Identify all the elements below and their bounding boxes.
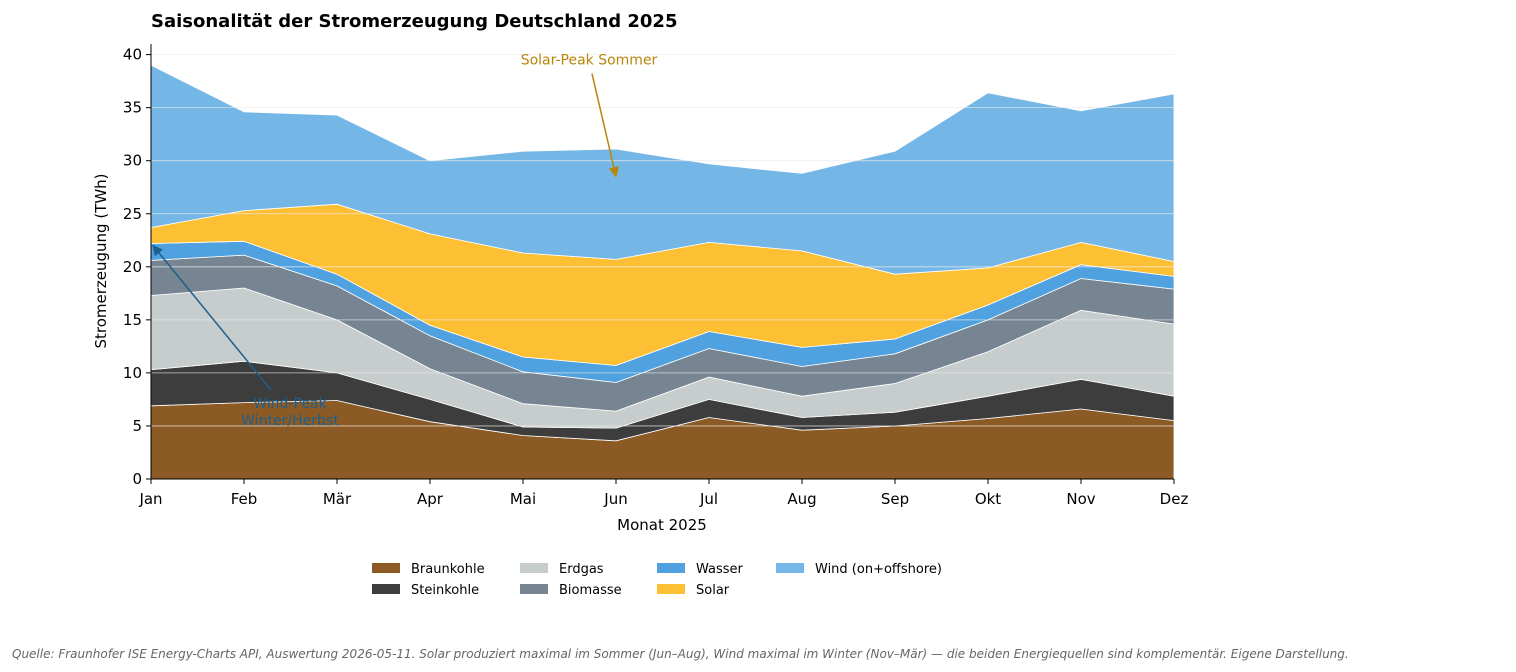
legend: Braunkohle Steinkohle Erdgas Biomasse Wasser… bbox=[372, 562, 942, 598]
y-tick-label-5: 25 bbox=[123, 205, 142, 223]
legend-swatch-3 bbox=[520, 584, 548, 594]
x-tick-label-6: Jul bbox=[699, 490, 718, 508]
legend-label-1: Steinkohle bbox=[411, 583, 479, 598]
legend-swatch-4 bbox=[657, 563, 685, 573]
legend-swatch-0 bbox=[372, 563, 400, 573]
y-tick-label-3: 15 bbox=[123, 311, 142, 329]
x-tick-label-1: Feb bbox=[231, 490, 258, 508]
legend-label-2: Erdgas bbox=[559, 562, 604, 577]
x-tick-label-3: Apr bbox=[417, 490, 444, 508]
y-tick-label-2: 10 bbox=[123, 364, 142, 382]
stacked-areas bbox=[150, 64, 1175, 480]
legend-label-0: Braunkohle bbox=[411, 562, 485, 577]
x-tick-label-5: Jun bbox=[603, 490, 627, 508]
annotation-wind-arrow bbox=[152, 244, 272, 391]
annotation-wind-peak-line-0: Wind-Peak bbox=[253, 396, 327, 412]
y-tick-label-8: 40 bbox=[123, 46, 142, 64]
y-tick-label-6: 30 bbox=[123, 152, 142, 170]
legend-swatch-5 bbox=[657, 584, 685, 594]
x-axis-label: Monat 2025 bbox=[617, 516, 707, 534]
area-6 bbox=[150, 64, 1175, 275]
y-tick-label-7: 35 bbox=[123, 99, 142, 117]
x-tick-label-0: Jan bbox=[138, 490, 162, 508]
legend-label-6: Wind (on+offshore) bbox=[815, 562, 942, 577]
annotation-solar-arrow bbox=[591, 73, 619, 178]
y-tick-label-4: 20 bbox=[123, 258, 142, 276]
chart-title: Saisonalität der Stromerzeugung Deutschl… bbox=[151, 11, 677, 32]
x-tick-label-7: Aug bbox=[787, 490, 816, 508]
legend-swatch-1 bbox=[372, 584, 400, 594]
x-tick-label-4: Mai bbox=[510, 490, 536, 508]
legend-swatch-2 bbox=[520, 563, 548, 573]
annotation-solar-peak: Solar-Peak Sommer bbox=[521, 53, 658, 69]
x-tick-label-9: Okt bbox=[975, 490, 1001, 508]
x-tick-label-2: Mär bbox=[323, 490, 352, 508]
y-tick-label-1: 5 bbox=[132, 417, 142, 435]
legend-label-5: Solar bbox=[696, 583, 730, 598]
y-tick-label-0: 0 bbox=[132, 470, 142, 488]
source-note: Quelle: Fraunhofer ISE Energy-Charts API… bbox=[12, 647, 1349, 661]
grid-lines bbox=[151, 54, 1174, 427]
y-axis-label: Stromerzeugung (TWh) bbox=[92, 173, 110, 348]
x-tick-label-8: Sep bbox=[881, 490, 909, 508]
annotation-wind-peak-line-1: Winter/Herbst bbox=[241, 413, 339, 429]
axes: 0 5 10 15 20 25 30 35 40 Jan Feb Mär Apr Mai Jun Jul Aug… bbox=[123, 44, 1189, 508]
legend-label-3: Biomasse bbox=[559, 583, 622, 598]
x-tick-label-10: Nov bbox=[1066, 490, 1095, 508]
legend-swatch-6 bbox=[776, 563, 804, 573]
legend-label-4: Wasser bbox=[696, 562, 744, 577]
x-tick-label-11: Dez bbox=[1160, 490, 1189, 508]
